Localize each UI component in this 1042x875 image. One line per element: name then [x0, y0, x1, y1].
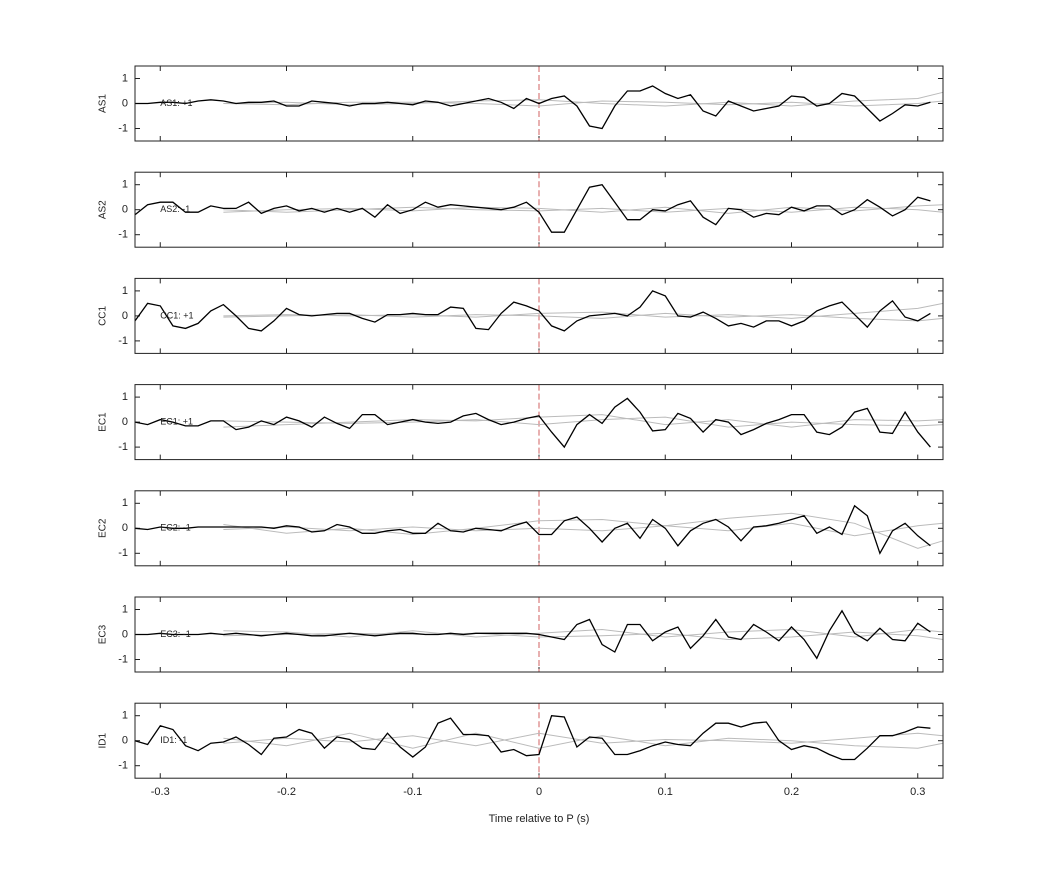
x-tick-label: -0.3: [151, 786, 170, 798]
y-tick-label: 0: [122, 522, 128, 534]
series-line: [223, 204, 944, 214]
series-line: [134, 290, 931, 332]
series-line: [223, 302, 944, 319]
y-tick-label: 1: [122, 710, 128, 722]
annotation: EC2: -1: [160, 523, 191, 533]
y-tick-label: 1: [122, 603, 128, 615]
axes-box: [134, 702, 944, 779]
y-axis-label: EC3: [98, 624, 109, 644]
y-tick-label: -1: [118, 335, 128, 347]
series-line: [134, 397, 931, 449]
x-tick-label: 0.3: [910, 786, 925, 798]
x-tick-label: -0.2: [277, 786, 296, 798]
y-tick-label: 0: [122, 628, 128, 640]
annotation: EC3: -1: [160, 629, 191, 639]
axes-box: [134, 490, 944, 567]
y-tick-label: -1: [118, 122, 128, 134]
annotation: ID1: -1: [160, 735, 187, 745]
axes-box: [134, 384, 944, 461]
series-line: [223, 312, 944, 322]
series-line: [134, 714, 931, 761]
series-line: [135, 609, 931, 660]
annotation: AS1: +1: [160, 98, 192, 108]
x-tick-label: 0.2: [784, 786, 799, 798]
y-tick-label: 1: [122, 391, 128, 403]
x-axis-label: Time relative to P (s): [489, 813, 590, 825]
y-tick-label: -1: [118, 547, 128, 559]
y-tick-label: 1: [122, 285, 128, 297]
series-line: [223, 100, 944, 107]
series-line: [134, 183, 931, 233]
axes-box: [134, 171, 944, 248]
y-tick-label: 0: [122, 735, 128, 747]
y-tick-label: 1: [122, 72, 128, 84]
y-axis-label: EC2: [98, 518, 109, 538]
y-tick-label: 0: [122, 416, 128, 428]
y-tick-label: 1: [122, 497, 128, 509]
y-tick-label: 0: [122, 204, 128, 216]
series-line: [134, 504, 931, 555]
series-line: [223, 522, 944, 537]
y-tick-label: -1: [118, 441, 128, 453]
x-tick-label: -0.1: [403, 786, 422, 798]
series-line: [223, 512, 944, 549]
series-line: [223, 416, 944, 428]
axes-box: [134, 596, 944, 673]
y-axis-label: AS1: [98, 94, 109, 113]
annotation: EC1: +1: [160, 416, 193, 426]
y-axis-label: AS2: [98, 200, 109, 219]
series-line: [223, 732, 944, 749]
y-axis-label: EC1: [98, 412, 109, 432]
axes-box: [134, 65, 944, 142]
series-line: [223, 206, 944, 213]
y-tick-label: -1: [118, 653, 128, 665]
series-line: [223, 628, 944, 638]
series-line: [135, 85, 931, 130]
y-tick-label: 1: [122, 179, 128, 191]
y-tick-label: 0: [122, 310, 128, 322]
y-axis-label: CC1: [98, 305, 109, 325]
y-tick-label: 0: [122, 97, 128, 109]
y-tick-label: -1: [118, 760, 128, 772]
annotation: AS2: -1: [160, 204, 190, 214]
series-line: [223, 91, 944, 107]
y-tick-label: -1: [118, 229, 128, 241]
x-tick-label: 0.1: [658, 786, 673, 798]
y-axis-label: ID1: [98, 732, 109, 748]
annotation: CC1: +1: [160, 310, 193, 320]
series-line: [223, 732, 944, 747]
x-tick-label: 0: [536, 786, 542, 798]
axes-box: [134, 277, 944, 354]
series-line: [223, 414, 944, 428]
